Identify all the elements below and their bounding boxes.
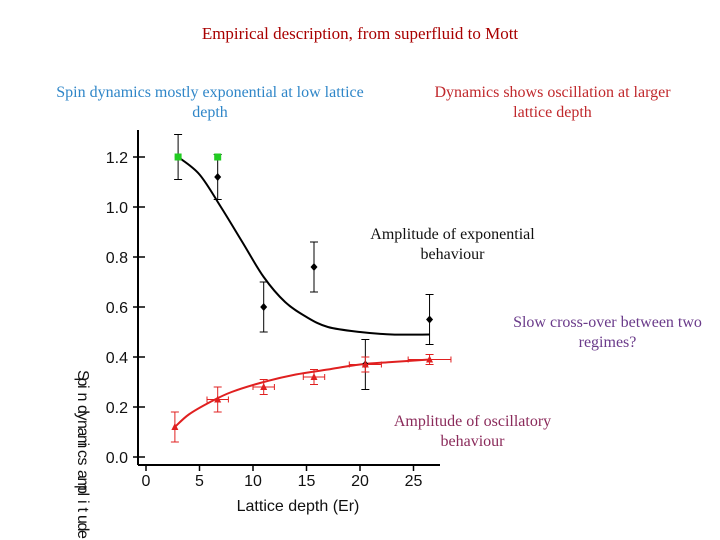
x-tick-label: 5 <box>195 473 204 490</box>
x-ticks: 0 5 10 15 20 25 <box>142 465 423 490</box>
y-axis-label-glyph: a <box>74 470 91 479</box>
y-ticks: 0.0 0.2 0.4 0.6 0.8 1.0 1.2 <box>106 150 145 467</box>
y-axis-label-glyph: s <box>74 458 91 466</box>
annotation-crossover: Slow cross-over between two regimes? <box>513 314 702 351</box>
green-point <box>174 153 182 161</box>
y-tick-label: 0.0 <box>106 450 128 467</box>
green-point <box>214 153 222 161</box>
oscillatory-point <box>260 383 268 390</box>
slide-title: Empirical description, from superfluid t… <box>201 24 519 43</box>
oscillatory-point <box>310 373 318 380</box>
x-tick-label: 20 <box>351 473 369 490</box>
y-axis-label-glyph: d <box>74 523 91 532</box>
y-axis-label-glyph: m <box>74 478 91 491</box>
x-tick-label: 25 <box>405 473 423 490</box>
exponential-fit-curve <box>177 156 430 336</box>
y-axis-label-glyph: n <box>74 420 91 429</box>
y-axis-label-glyph: a <box>74 428 91 437</box>
oscillatory-point <box>361 360 369 368</box>
x-axis-label: Lattice depth (Er) <box>237 498 360 515</box>
y-axis-label-glyph: i <box>74 385 91 389</box>
oscillatory-fit-curve <box>174 358 430 428</box>
exponential-point <box>260 303 268 311</box>
x-tick-label: 0 <box>142 473 151 490</box>
y-tick-label: 0.2 <box>106 400 128 417</box>
y-axis-label-glyph: l <box>74 493 91 497</box>
note-oscillation-high-depth: Dynamics shows oscillation at larger lat… <box>434 84 671 121</box>
y-axis-label-glyph: i <box>74 443 91 447</box>
y-axis-label-glyph: p <box>74 378 91 387</box>
x-tick-label: 15 <box>298 473 316 490</box>
oscillatory-point <box>426 355 434 363</box>
exponential-point <box>214 173 222 181</box>
note-exponential-low-depth: Spin dynamics mostly exponential at low … <box>56 84 364 121</box>
y-axis-label-glyph: S <box>74 370 91 381</box>
oscillatory-fit-line <box>174 358 430 428</box>
y-tick-label: 1.0 <box>106 200 128 217</box>
exponential-point <box>310 263 318 271</box>
y-axis-label-glyph: t <box>74 508 91 513</box>
y-axis-label-glyph: i <box>74 500 91 504</box>
y-tick-label: 0.6 <box>106 300 128 317</box>
y-tick-label: 0.8 <box>106 250 128 267</box>
y-tick-label: 1.2 <box>106 150 128 167</box>
y-tick-label: 0.4 <box>106 350 128 367</box>
exponential-fit-line <box>177 156 430 336</box>
y-axis-label-glyph: y <box>74 413 91 421</box>
y-axis-label-glyph: m <box>74 435 91 448</box>
y-axis-label-glyph: n <box>74 393 91 402</box>
y-axis-label-glyph: p <box>74 485 91 494</box>
oscillatory-point <box>214 395 222 403</box>
data-points <box>170 134 452 443</box>
exponential-point <box>426 315 434 324</box>
x-tick-label: 10 <box>244 473 262 490</box>
annotation-oscillatory-amplitude: Amplitude of oscillatory behaviour <box>393 413 552 450</box>
oscillatory-point <box>171 423 179 430</box>
y-axis-label-glyph: u <box>74 515 91 524</box>
y-axis-label-glyph: c <box>74 450 91 458</box>
annotation-exponential-amplitude: Amplitude of exponential behaviour <box>370 226 535 263</box>
y-axis-label-glyph: d <box>74 405 91 414</box>
y-axis-label-glyph: e <box>74 530 91 539</box>
